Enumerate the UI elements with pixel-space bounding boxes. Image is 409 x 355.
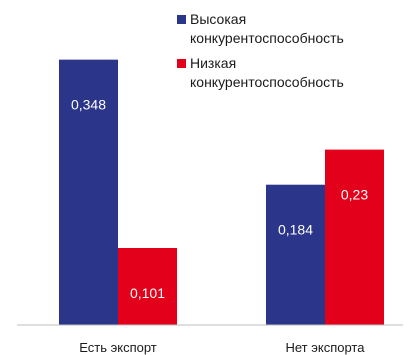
bars-layer bbox=[59, 59, 384, 326]
legend-swatch bbox=[177, 59, 186, 68]
legend-label: Низкая bbox=[190, 55, 236, 71]
bar-value-label: 0,23 bbox=[341, 187, 368, 203]
value-labels-layer: 0,348 0,184 0,101 0,23 bbox=[71, 97, 368, 301]
category-label: Нет экспорта bbox=[286, 340, 366, 355]
bar-value-label: 0,348 bbox=[71, 97, 106, 113]
bar-high-no-export bbox=[266, 184, 325, 325]
legend-label: конкурентоспособность bbox=[190, 30, 344, 46]
bar-value-label: 0,101 bbox=[130, 285, 165, 301]
bar-high-export bbox=[59, 59, 118, 326]
category-label: Есть экспорт bbox=[79, 340, 157, 355]
legend-label: Высокая bbox=[190, 11, 246, 27]
bar-value-label: 0,184 bbox=[278, 222, 313, 238]
bar-low-export bbox=[118, 247, 177, 325]
bar-low-no-export bbox=[325, 149, 384, 325]
legend-label: конкурентоспособность bbox=[190, 74, 344, 90]
legend-swatch bbox=[177, 15, 186, 24]
legend: Высокая конкурентоспособность Низкая конкур… bbox=[177, 11, 344, 90]
category-labels-layer: Есть экспорт Нет экспорта bbox=[79, 340, 365, 355]
